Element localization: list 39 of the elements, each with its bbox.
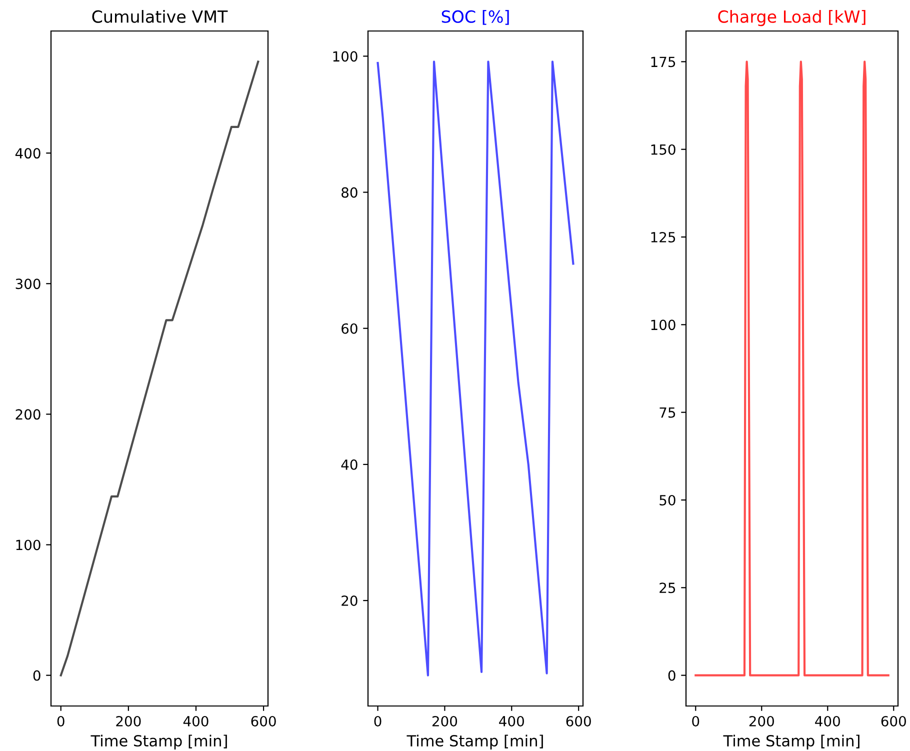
y-tick-label: 100 [333, 51, 358, 62]
y-tick-label: 50 [660, 494, 676, 506]
x-tick-label: 200 [749, 716, 774, 726]
chart-title: SOC [%] [442, 10, 509, 25]
x-tick-label: 0 [692, 716, 700, 726]
y-tick-label: 0 [33, 670, 40, 681]
line-series [376, 60, 574, 676]
x-axis-title: Time Stamp [min] [406, 734, 543, 750]
x-tick-label: 600 [566, 716, 591, 726]
line-series [694, 60, 890, 676]
x-tick-label: 0 [374, 716, 382, 726]
y-tick-label: 150 [651, 144, 676, 155]
line-series [60, 60, 260, 676]
y-tick-label: 400 [15, 148, 40, 159]
y-tick-label: 175 [651, 56, 676, 68]
y-tick-label: 40 [341, 459, 358, 470]
y-tick-label: 200 [16, 409, 40, 420]
chart-title: Charge Load [kW] [718, 10, 866, 26]
y-tick-label: 75 [660, 407, 676, 418]
y-tick-label: 25 [660, 582, 676, 594]
y-tick-label: 100 [651, 320, 676, 330]
chart-title: Cumulative VMT [92, 10, 228, 23]
x-tick-label: 600 [251, 716, 276, 726]
y-tick-label: 20 [342, 596, 358, 606]
x-tick-label: 400 [815, 716, 840, 726]
y-tick-label: 125 [651, 232, 676, 242]
x-tick-label: 200 [116, 716, 141, 726]
x-axis-title: Time Stamp [min] [723, 734, 860, 750]
x-tick-label: 400 [183, 716, 208, 726]
y-tick-label: 100 [16, 540, 40, 550]
y-tick-label: 0 [668, 670, 676, 681]
x-axis-title: Time Stamp [min] [90, 734, 227, 750]
x-tick-label: 0 [57, 716, 64, 726]
x-tick-label: 200 [432, 716, 458, 726]
y-tick-label: 80 [342, 187, 358, 198]
y-tick-label: 60 [342, 323, 358, 334]
x-tick-label: 400 [499, 716, 524, 726]
x-tick-label: 600 [881, 716, 906, 726]
y-tick-label: 300 [16, 278, 40, 290]
